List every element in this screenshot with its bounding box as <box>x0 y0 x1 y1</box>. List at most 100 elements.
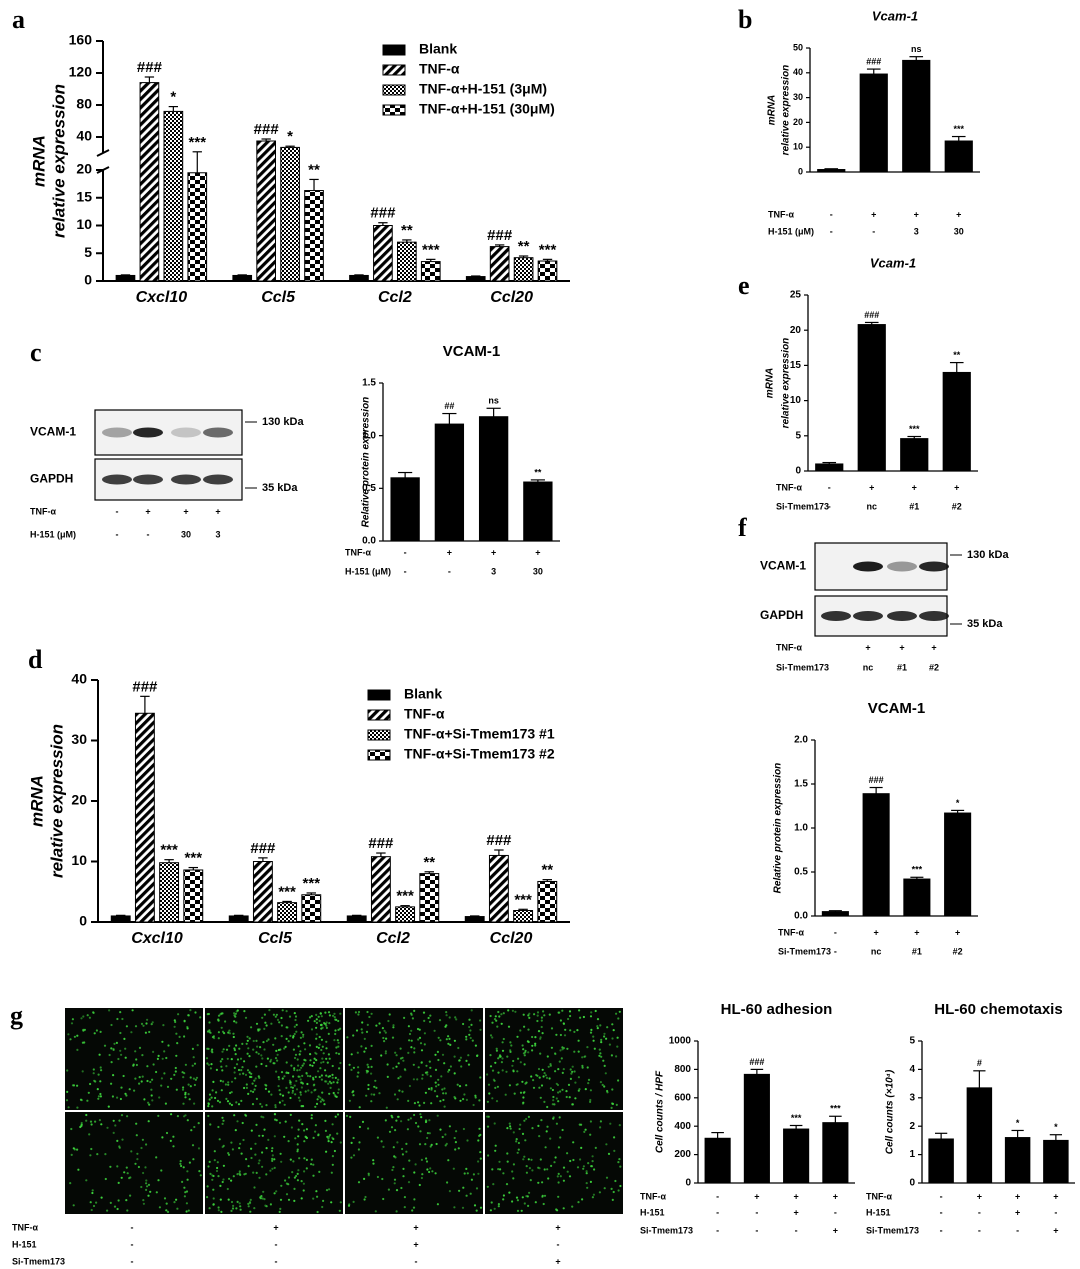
cell-dot <box>92 1072 95 1075</box>
cell-dot <box>399 1075 402 1078</box>
cell-dot <box>287 1040 290 1043</box>
cell-dot <box>236 1120 239 1123</box>
cell-dot <box>424 1120 428 1124</box>
y-tick-label: 0.0 <box>794 911 808 922</box>
condition-value: + <box>914 209 919 219</box>
cell-dot <box>299 1036 302 1039</box>
cell-dot <box>271 1167 274 1170</box>
cell-dot <box>434 1053 437 1056</box>
micrograph <box>65 1008 203 1110</box>
cell-dot <box>298 1119 301 1122</box>
blot-band <box>133 474 163 485</box>
cell-dot <box>530 1158 533 1161</box>
cell-dot <box>539 1037 542 1040</box>
cell-dot <box>467 1063 471 1066</box>
cell-dot <box>246 1035 249 1038</box>
cell-dot <box>217 1037 220 1040</box>
cell-dot <box>489 1014 492 1018</box>
cell-dot <box>486 1125 490 1128</box>
cell-dot <box>281 1099 284 1102</box>
cell-dot <box>337 1041 340 1044</box>
cell-dot <box>143 1098 146 1101</box>
cell-dot <box>287 1071 290 1075</box>
condition-value: - <box>834 927 837 937</box>
panel-label: a <box>12 5 25 34</box>
cell-dot <box>302 1189 305 1192</box>
cell-dot <box>328 1057 331 1060</box>
cell-dot <box>93 1079 96 1082</box>
cell-dot <box>339 1012 342 1015</box>
cell-dot <box>556 1175 559 1178</box>
size-label: 130 kDa <box>967 549 1009 561</box>
cell-dot <box>559 1019 563 1022</box>
cell-dot <box>418 1143 422 1146</box>
cell-dot <box>504 1093 507 1096</box>
cell-dot <box>89 1154 92 1157</box>
cell-dot <box>519 1123 522 1126</box>
cell-dot <box>559 1090 562 1093</box>
cell-dot <box>255 1097 258 1100</box>
condition-label: H-151 (μM) <box>768 226 814 236</box>
significance-label: ** <box>541 862 553 879</box>
legend-swatch <box>382 44 406 56</box>
cell-dot <box>364 1195 367 1199</box>
cell-dot <box>461 1206 465 1209</box>
cell-dot <box>405 1142 408 1145</box>
cell-dot <box>267 1038 270 1041</box>
cell-dot <box>555 1033 558 1036</box>
cell-dot <box>587 1078 591 1081</box>
cell-dot <box>170 1077 173 1080</box>
y-tick-label: 10 <box>71 852 87 868</box>
cell-dot <box>223 1032 226 1035</box>
cell-dot <box>290 1064 293 1067</box>
cell-dot <box>557 1100 560 1103</box>
cell-dot <box>289 1113 292 1116</box>
bar <box>370 856 391 923</box>
cell-dot <box>135 1134 138 1137</box>
cell-dot <box>586 1066 589 1069</box>
condition-value: + <box>977 1191 982 1201</box>
chart-title: VCAM-1 <box>443 343 501 360</box>
cell-dot <box>180 1164 183 1168</box>
cell-dot <box>218 1101 222 1104</box>
cell-dot <box>271 1147 274 1150</box>
cell-dot <box>499 1168 502 1171</box>
cell-dot <box>90 1208 93 1212</box>
condition-value: + <box>931 642 936 652</box>
cell-dot <box>206 1047 209 1050</box>
size-label: 35 kDa <box>262 482 298 494</box>
cell-dot <box>517 1057 520 1060</box>
cell-dot <box>119 1031 122 1035</box>
cell-dot <box>392 1024 395 1027</box>
condition-value: - <box>116 529 119 539</box>
cell-dot <box>299 1078 302 1081</box>
cell-dot <box>281 1094 285 1097</box>
y-tick-label: 5 <box>909 1036 915 1047</box>
cell-dot <box>239 1142 242 1145</box>
cell-dot <box>383 1029 386 1032</box>
cell-dot <box>244 1114 248 1117</box>
cell-dot <box>312 1136 315 1139</box>
cell-dot <box>307 1089 310 1092</box>
cell-dot <box>285 1182 288 1185</box>
bar <box>478 416 509 542</box>
cell-dot <box>239 1208 242 1211</box>
cell-dot <box>142 1199 145 1202</box>
cell-dot <box>488 1092 491 1095</box>
cell-dot <box>538 1086 541 1089</box>
cell-dot <box>479 1151 482 1154</box>
cell-dot <box>283 1047 286 1050</box>
cell-dot <box>165 1202 168 1205</box>
cell-dot <box>523 1054 526 1057</box>
cell-dot <box>280 1035 283 1038</box>
cell-dot <box>315 1013 318 1017</box>
band-label: VCAM-1 <box>760 559 806 573</box>
cell-dot <box>439 1100 442 1103</box>
cell-dot <box>226 1057 229 1060</box>
cell-dot <box>392 1026 395 1029</box>
cell-dot <box>448 1068 451 1072</box>
cell-dot <box>281 1009 284 1012</box>
cell-dot <box>527 1158 530 1161</box>
cell-dot <box>387 1188 390 1191</box>
cell-dot <box>195 1076 199 1079</box>
